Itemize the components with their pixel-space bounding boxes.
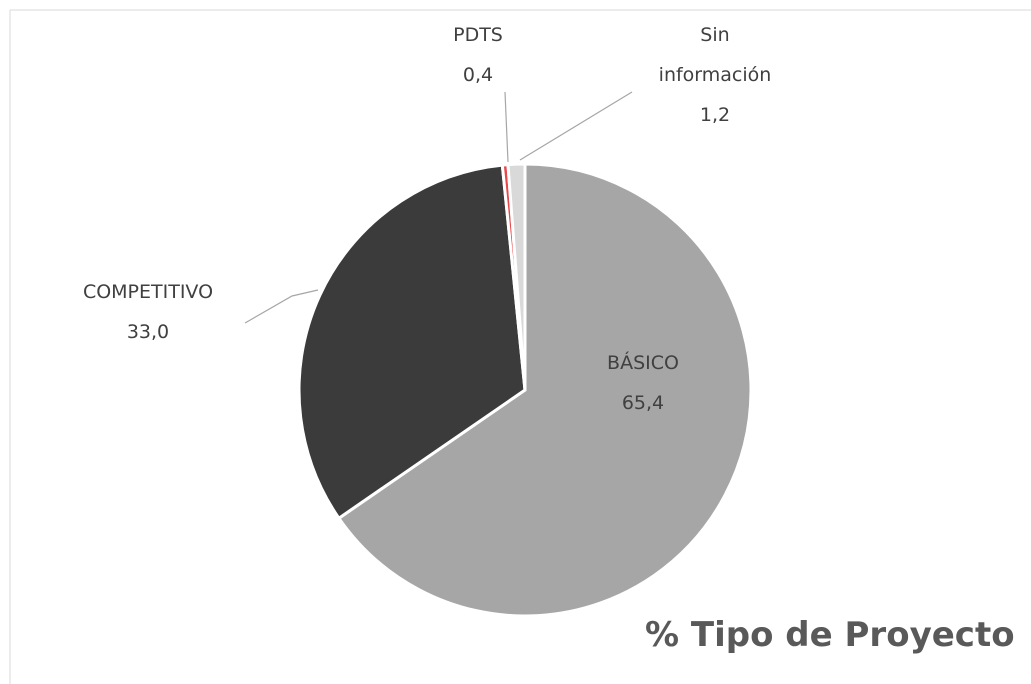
category-label: PDTS xyxy=(453,24,503,46)
pie xyxy=(297,162,753,618)
value-label: 33,0 xyxy=(126,321,170,343)
value-label: 65,4 xyxy=(621,392,665,414)
category-label: COMPETITIVO xyxy=(82,281,214,303)
value-label: 0,4 xyxy=(462,64,494,86)
data-label: Sin información 1,2 xyxy=(655,15,775,135)
data-label: PDTS 0,4 xyxy=(453,15,503,95)
pie-slice xyxy=(337,162,753,618)
category-label: BÁSICO xyxy=(607,352,679,374)
data-label: BÁSICO 65,4 xyxy=(607,343,679,423)
value-label: 1,2 xyxy=(699,104,731,126)
leader-line xyxy=(519,91,633,161)
category-label: Sin información xyxy=(658,24,772,86)
leader-line xyxy=(244,289,319,324)
data-label: COMPETITIVO 33,0 xyxy=(83,272,213,352)
pie-slice xyxy=(297,163,527,520)
pie-slice xyxy=(506,162,527,392)
leader-line xyxy=(504,91,509,163)
chart-title: % Tipo de Proyecto xyxy=(645,615,1015,655)
